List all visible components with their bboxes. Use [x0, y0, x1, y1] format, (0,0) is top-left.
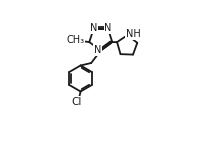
- Text: NH: NH: [126, 29, 140, 39]
- Text: Cl: Cl: [72, 97, 82, 107]
- Text: CH₃: CH₃: [67, 35, 85, 45]
- Text: N: N: [90, 23, 97, 33]
- Text: N: N: [104, 23, 112, 33]
- Text: N: N: [94, 45, 101, 55]
